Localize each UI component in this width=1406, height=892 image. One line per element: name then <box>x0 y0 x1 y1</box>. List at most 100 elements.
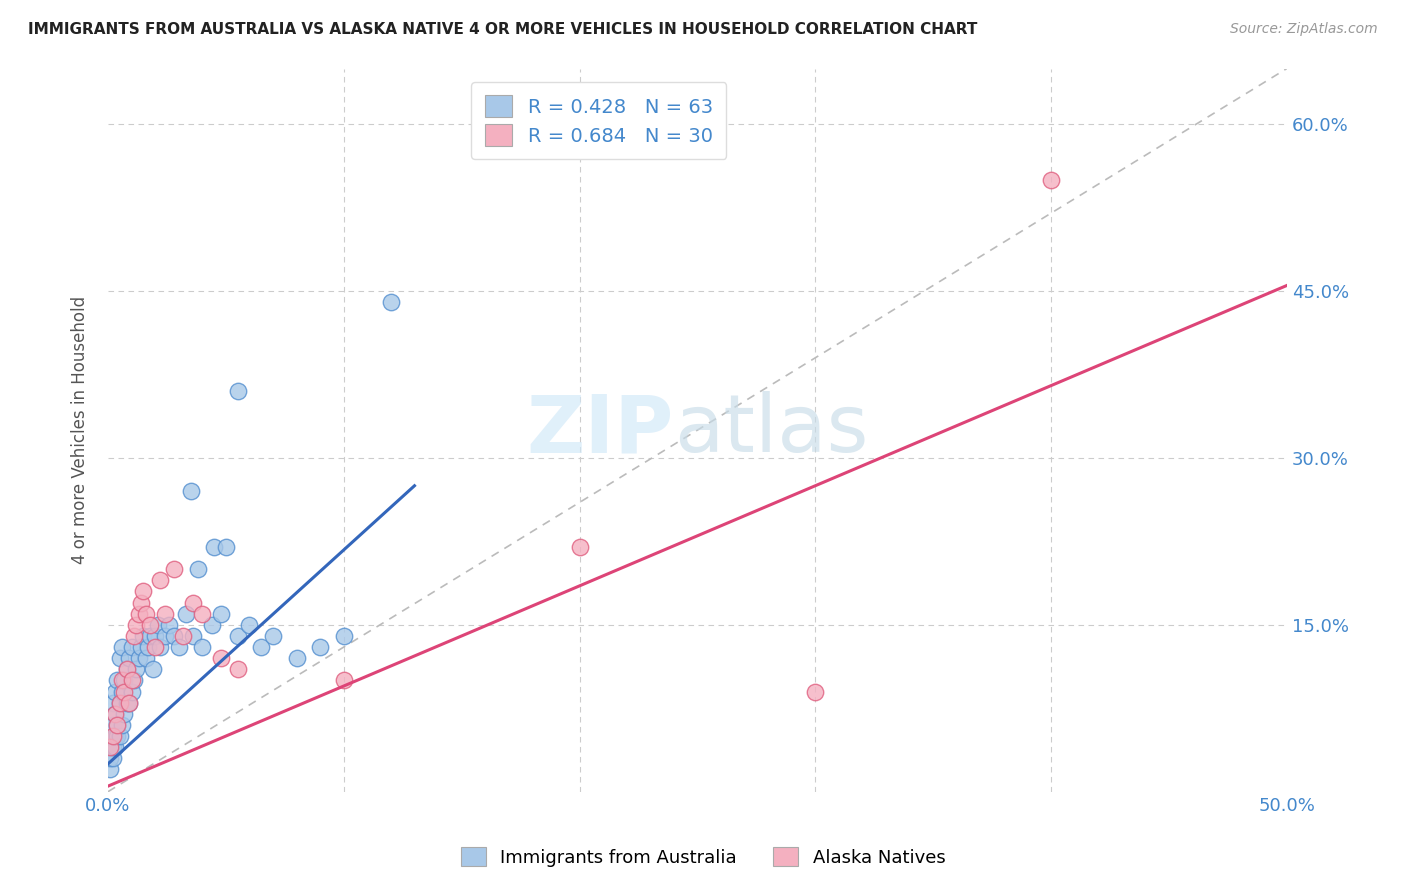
Point <box>139 617 162 632</box>
Text: ZIP: ZIP <box>527 391 673 469</box>
Point <box>118 651 141 665</box>
Point <box>143 640 166 654</box>
Text: IMMIGRANTS FROM AUSTRALIA VS ALASKA NATIVE 4 OR MORE VEHICLES IN HOUSEHOLD CORRE: IMMIGRANTS FROM AUSTRALIA VS ALASKA NATI… <box>28 22 977 37</box>
Point <box>226 662 249 676</box>
Point <box>101 729 124 743</box>
Text: atlas: atlas <box>673 391 869 469</box>
Point <box>104 684 127 698</box>
Point <box>108 696 131 710</box>
Point <box>332 673 354 688</box>
Point <box>104 706 127 721</box>
Point <box>172 629 194 643</box>
Point <box>108 651 131 665</box>
Point <box>149 640 172 654</box>
Point <box>104 706 127 721</box>
Point <box>121 640 143 654</box>
Point <box>804 684 827 698</box>
Text: Source: ZipAtlas.com: Source: ZipAtlas.com <box>1230 22 1378 37</box>
Point <box>201 617 224 632</box>
Point <box>132 584 155 599</box>
Point <box>98 751 121 765</box>
Point <box>115 662 138 676</box>
Point <box>118 696 141 710</box>
Point <box>114 673 136 688</box>
Point <box>153 607 176 621</box>
Point <box>107 729 129 743</box>
Point <box>128 651 150 665</box>
Legend: R = 0.428   N = 63, R = 0.684   N = 30: R = 0.428 N = 63, R = 0.684 N = 30 <box>471 82 727 160</box>
Point <box>174 607 197 621</box>
Point <box>121 673 143 688</box>
Point <box>215 540 238 554</box>
Point <box>122 629 145 643</box>
Point <box>142 662 165 676</box>
Point <box>125 617 148 632</box>
Point <box>568 540 591 554</box>
Point <box>238 617 260 632</box>
Point <box>149 574 172 588</box>
Point <box>179 484 201 499</box>
Point <box>101 729 124 743</box>
Point <box>101 751 124 765</box>
Point <box>135 607 157 621</box>
Point <box>125 662 148 676</box>
Point <box>226 384 249 399</box>
Y-axis label: 4 or more Vehicles in Household: 4 or more Vehicles in Household <box>72 296 89 564</box>
Point <box>1040 173 1063 187</box>
Point <box>107 718 129 732</box>
Point <box>136 640 159 654</box>
Point <box>115 662 138 676</box>
Point <box>309 640 332 654</box>
Point <box>143 629 166 643</box>
Point <box>163 562 186 576</box>
Point <box>114 684 136 698</box>
Point <box>153 629 176 643</box>
Point <box>163 629 186 643</box>
Point <box>107 673 129 688</box>
Point <box>107 718 129 732</box>
Point <box>332 629 354 643</box>
Point <box>181 596 204 610</box>
Point <box>226 629 249 643</box>
Point <box>111 684 134 698</box>
Point <box>104 740 127 755</box>
Point <box>132 629 155 643</box>
Point <box>98 763 121 777</box>
Point <box>101 718 124 732</box>
Point <box>108 696 131 710</box>
Point <box>101 696 124 710</box>
Point <box>146 617 169 632</box>
Point <box>118 696 141 710</box>
Point <box>191 607 214 621</box>
Point <box>111 718 134 732</box>
Point <box>114 706 136 721</box>
Point <box>157 617 180 632</box>
Point <box>115 696 138 710</box>
Point <box>111 673 134 688</box>
Point <box>128 607 150 621</box>
Point <box>139 629 162 643</box>
Point <box>181 629 204 643</box>
Point <box>202 540 225 554</box>
Point <box>209 607 232 621</box>
Point <box>250 640 273 654</box>
Point <box>122 673 145 688</box>
Point <box>187 562 209 576</box>
Point <box>108 729 131 743</box>
Point <box>129 640 152 654</box>
Point <box>191 640 214 654</box>
Point <box>262 629 284 643</box>
Point <box>121 684 143 698</box>
Point <box>111 640 134 654</box>
Point <box>167 640 190 654</box>
Point <box>98 740 121 755</box>
Point <box>380 295 402 310</box>
Point <box>98 740 121 755</box>
Point <box>209 651 232 665</box>
Legend: Immigrants from Australia, Alaska Natives: Immigrants from Australia, Alaska Native… <box>453 840 953 874</box>
Point <box>285 651 308 665</box>
Point <box>101 740 124 755</box>
Point <box>104 729 127 743</box>
Point <box>129 596 152 610</box>
Point <box>135 651 157 665</box>
